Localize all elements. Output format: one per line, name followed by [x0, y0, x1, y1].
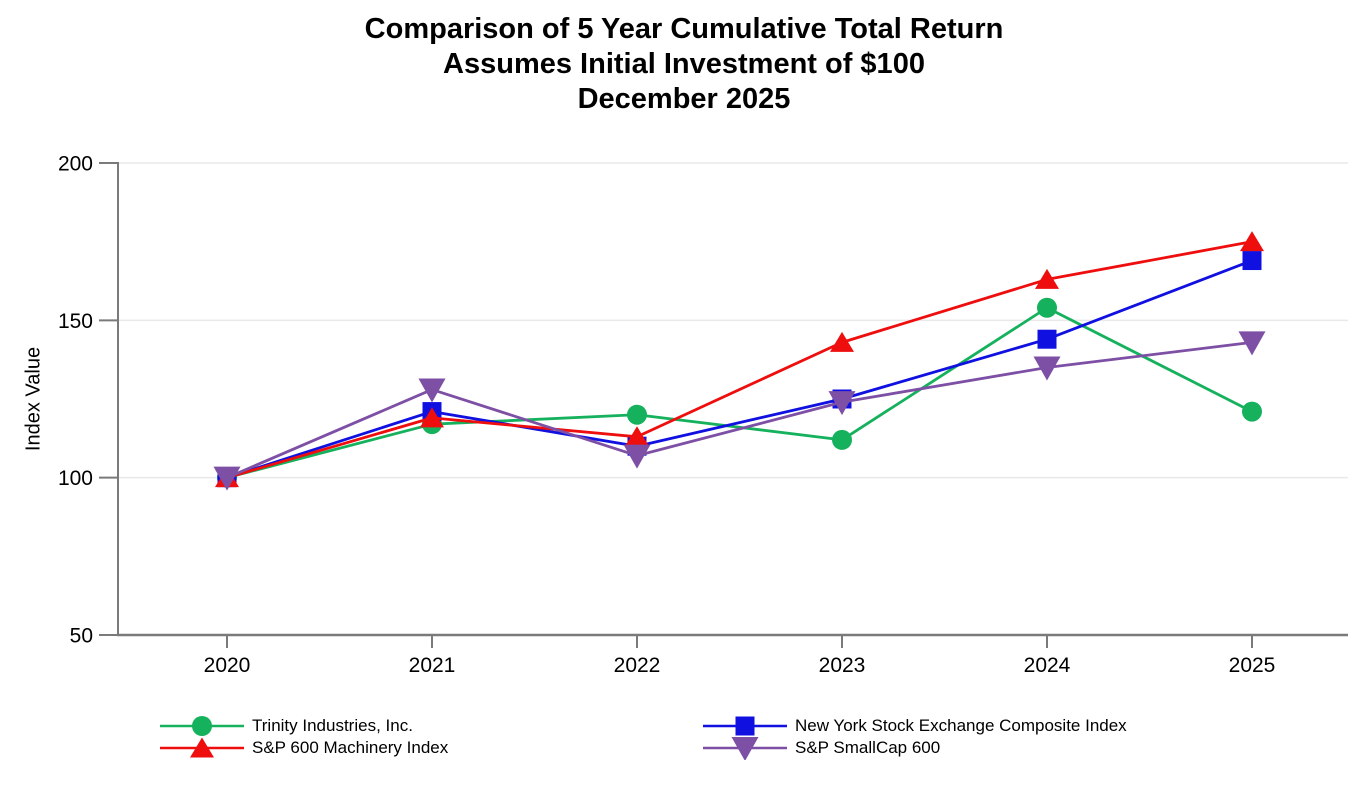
x-tick-label-2020: 2020 — [204, 654, 251, 677]
data-point-2-2021 — [420, 407, 444, 428]
y-tick-label-100: 100 — [58, 467, 93, 490]
series-line-3 — [226, 340, 1253, 479]
data-point-3-2021 — [418, 378, 446, 403]
legend-label-sp600-machinery: S&P 600 Machinery Index — [252, 738, 449, 757]
y-tick-label-200: 200 — [58, 153, 93, 176]
series-line-1 — [226, 259, 1253, 479]
data-point-0-2025 — [1242, 401, 1262, 422]
data-point-3-2025 — [1238, 331, 1266, 356]
y-tick-label-50: 50 — [70, 625, 93, 648]
legend-item-sp600-machinery: S&P 600 Machinery Index — [160, 736, 448, 760]
legend-marker — [735, 716, 755, 736]
data-point-2-2025 — [1240, 231, 1264, 252]
data-point-3-2024 — [1033, 356, 1061, 381]
data-point-3-2020 — [213, 466, 241, 491]
series-line-2 — [226, 240, 1253, 480]
data-point-0-2024 — [1037, 297, 1057, 318]
series-line-0 — [226, 306, 1253, 480]
data-point-2-2022 — [625, 426, 649, 447]
data-point-3-2023 — [828, 391, 856, 416]
square-marker-icon — [703, 716, 787, 736]
circle-marker-icon — [160, 716, 244, 736]
legend-marker — [192, 716, 212, 736]
legend-item-nyse-composite: New York Stock Exchange Composite Index — [703, 714, 1127, 738]
legend-label-nyse-composite: New York Stock Exchange Composite Index — [795, 716, 1127, 735]
cumulative-return-chart: 50 100 150 200 2020 2021 2022 2023 2024 2025 — [58, 153, 1348, 677]
data-point-2-2024 — [1035, 268, 1059, 289]
x-tick-label-2022: 2022 — [614, 654, 661, 677]
title-line-3: December 2025 — [577, 83, 791, 115]
legend-label-trinity: Trinity Industries, Inc. — [252, 716, 413, 735]
legend-item-trinity: Trinity Industries, Inc. — [160, 714, 413, 738]
data-point-1-2025 — [1242, 251, 1262, 271]
legend-label-sp-smallcap: S&P SmallCap 600 — [795, 738, 941, 757]
y-tick-label-150: 150 — [58, 310, 93, 333]
triangle-down-marker-icon — [703, 737, 787, 760]
legend-item-sp-smallcap: S&P SmallCap 600 — [703, 736, 940, 760]
x-tick-label-2021: 2021 — [409, 654, 456, 677]
y-axis-label: Index Value — [22, 346, 45, 452]
title-line-2: Assumes Initial Investment of $100 — [443, 48, 925, 80]
title-line-1: Comparison of 5 Year Cumulative Total Re… — [364, 13, 1004, 45]
data-point-3-2022 — [623, 444, 651, 469]
x-tick-label-2024: 2024 — [1024, 654, 1071, 677]
data-point-1-2024 — [1037, 329, 1057, 349]
x-tick-label-2025: 2025 — [1229, 654, 1276, 677]
legend-marker — [190, 737, 214, 758]
x-tick-label-2023: 2023 — [819, 654, 866, 677]
data-point-0-2022 — [627, 404, 647, 425]
data-point-0-2023 — [832, 429, 852, 450]
triangle-up-marker-icon — [160, 737, 244, 758]
data-point-2-2023 — [830, 331, 854, 352]
page-title: Comparison of 5 Year Cumulative Total Re… — [0, 12, 1368, 117]
legend-marker — [731, 737, 759, 760]
